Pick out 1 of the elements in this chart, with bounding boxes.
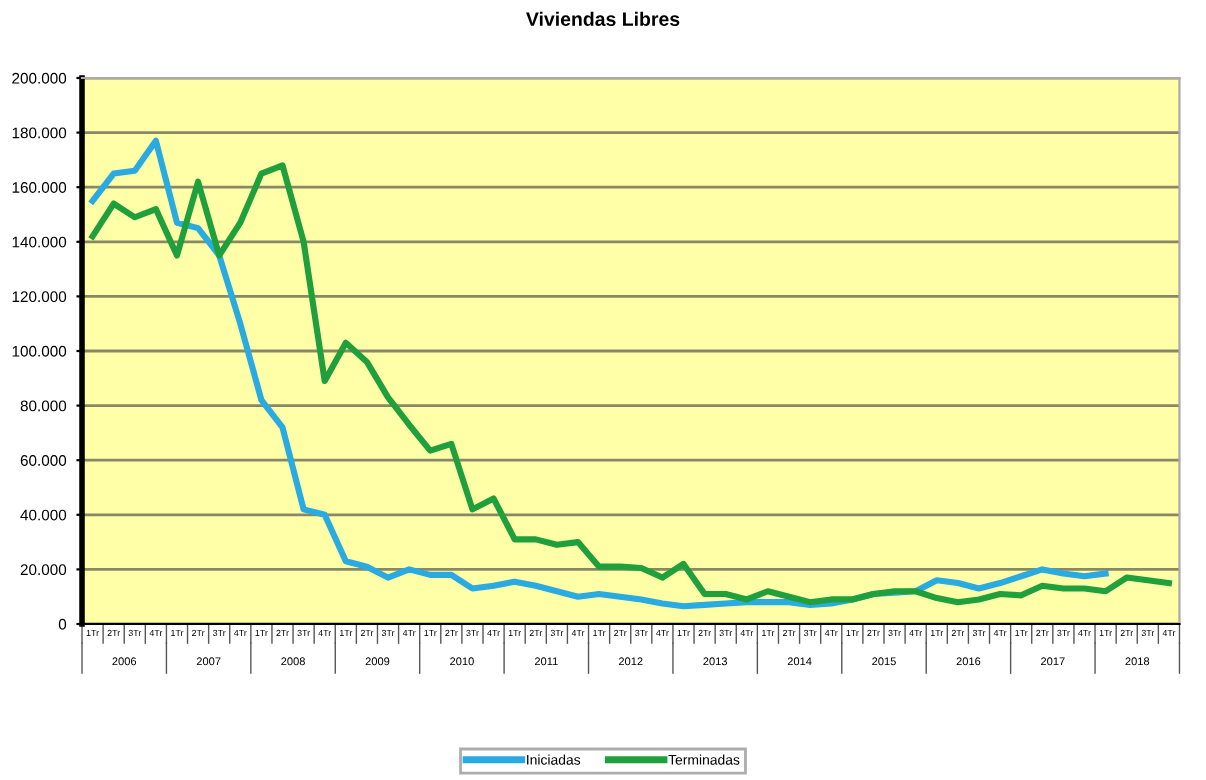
chart-title: Viviendas Libres: [526, 11, 680, 26]
